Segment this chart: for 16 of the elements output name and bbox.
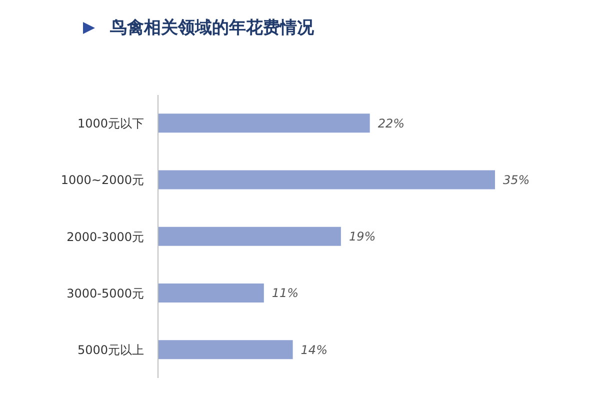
data-label: 14% (300, 342, 328, 357)
y-tick-label: 1000元以下 (77, 116, 144, 131)
data-label: 11% (272, 286, 299, 300)
bar (158, 340, 293, 360)
chart-title: 鸟禽相关领域的年花费情况 (110, 17, 314, 39)
bar (158, 170, 495, 190)
data-label: 35% (503, 173, 530, 188)
bar (158, 283, 264, 302)
y-tick-label: 2000-3000元 (66, 230, 144, 244)
bar (158, 226, 341, 246)
y-tick-label: 3000-5000元 (66, 286, 144, 300)
y-tick-label: 5000元以上 (77, 342, 144, 357)
data-label: 19% (348, 230, 376, 244)
y-tick-label: 1000~2000元 (60, 173, 144, 188)
data-label: 22% (378, 116, 404, 130)
bar (158, 114, 370, 133)
